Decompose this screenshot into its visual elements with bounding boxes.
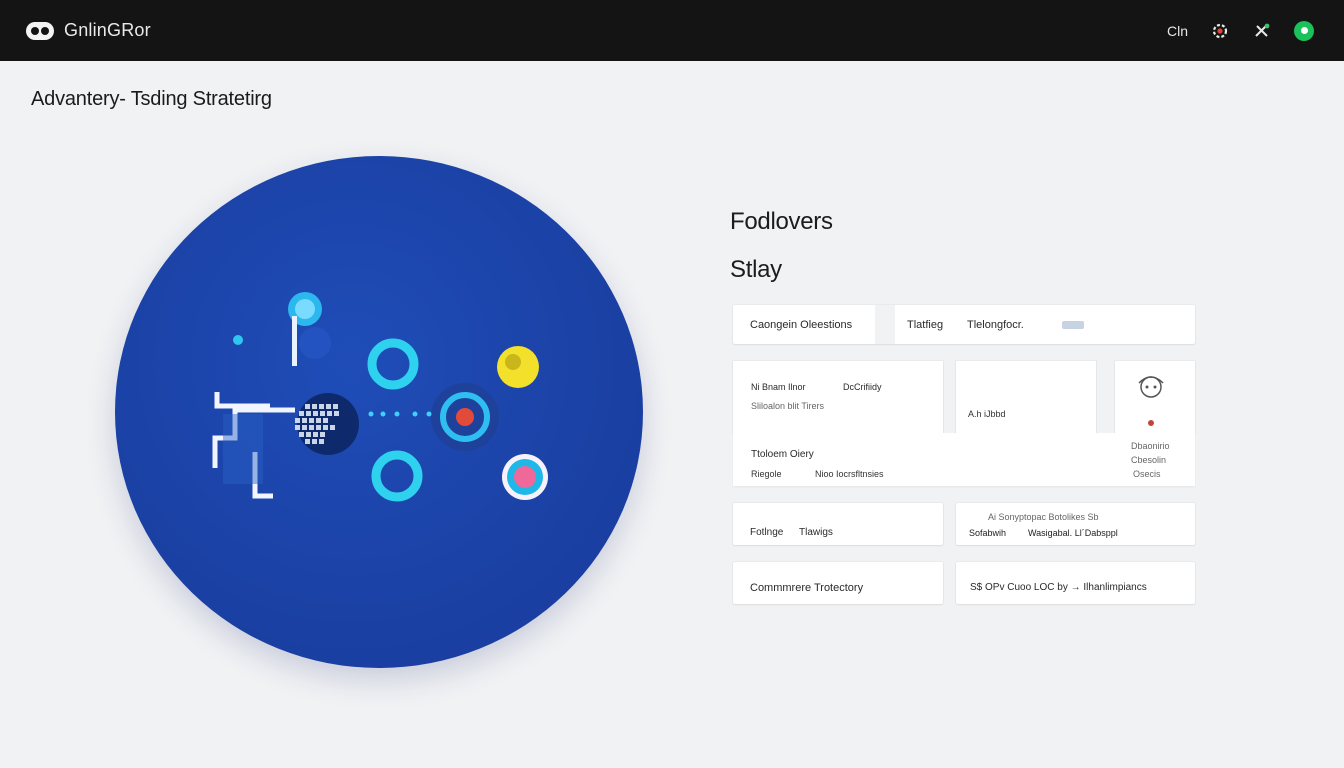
tab-badge xyxy=(1062,321,1084,329)
avatar-line3: Osecis xyxy=(1133,469,1161,479)
row-card-2-right: Wasigabal. Ll´Dabsppl xyxy=(1028,528,1118,538)
row-card-1-left: Fotlnge xyxy=(750,527,784,538)
status-dot-icon[interactable] xyxy=(1294,20,1314,41)
row-card-2-top: Ai Sonyptopac Botolikes Sb xyxy=(988,512,1099,522)
tab-right-a[interactable]: Tlatfieg xyxy=(907,319,944,331)
tab-strip: Caongein Oleestions Tlatfieg Tlelongfocr… xyxy=(733,305,1195,344)
bottom-card-2[interactable]: S$ OPv Cuoo LOC by → Ilhanlimpiancs xyxy=(956,562,1195,604)
tab-left[interactable]: Caongein Oleestions xyxy=(750,319,853,331)
tools-icon[interactable] xyxy=(1252,21,1272,41)
info-card-group: Ni Bnam Ilnor DcCrifiidy Sliloalon blit … xyxy=(733,361,1195,486)
network-graphic xyxy=(212,292,548,502)
top-actions: Cln xyxy=(1166,20,1318,41)
info-panel[interactable]: Ni Bnam Ilnor DcCrifiidy Sliloalon blit … xyxy=(733,361,943,433)
brand[interactable]: GnlinGRor xyxy=(26,20,151,41)
mid-panel[interactable]: A.h iJbbd xyxy=(956,361,1096,433)
bottom-card-1-text: Commmrere Trotectory xyxy=(750,582,864,594)
info-row3: Ttoloem Oiery xyxy=(751,449,814,460)
info-row1-a: Ni Bnam Ilnor xyxy=(751,382,806,392)
avatar-panel[interactable] xyxy=(1115,361,1195,433)
info-row4-b: Nioo Iocrsfltnsies xyxy=(815,469,884,479)
row-card-1-right: Tlawigs xyxy=(799,527,833,538)
info-row4-a: Riegole xyxy=(751,469,782,479)
row-card-2-left: Sofabwih xyxy=(969,528,1007,538)
info-panel-lower: Ttoloem Oiery Riegole Nioo Iocrsfltnsies… xyxy=(733,433,1195,486)
mid-panel-value: A.h iJbbd xyxy=(968,409,1006,419)
avatar-line1: Dbaonirio xyxy=(1131,441,1170,451)
info-row2: Sliloalon blit Tirers xyxy=(751,401,825,411)
avatar-icon xyxy=(1138,376,1164,426)
avatar-line2: Cbesolin xyxy=(1131,455,1167,465)
row-card-1[interactable]: Fotlnge Tlawigs xyxy=(733,503,943,545)
brand-name: GnlinGRor xyxy=(64,20,151,40)
gear-icon[interactable] xyxy=(1210,21,1230,41)
page-title: Advantery- Tsding Stratetirg xyxy=(31,88,272,110)
bottom-card-1[interactable]: Commmrere Trotectory xyxy=(733,562,943,604)
info-row1-b: DcCrifiidy xyxy=(843,382,882,392)
followers-heading: Fodlovers xyxy=(730,208,833,235)
row-card-2[interactable]: Ai Sonyptopac Botolikes Sb Sofabwih Wasi… xyxy=(956,503,1195,545)
tab-divider xyxy=(875,305,895,344)
top-action-text[interactable]: Cln xyxy=(1166,22,1188,39)
hero-illustration xyxy=(115,156,643,668)
brand-logo-icon xyxy=(26,21,54,40)
top-bar: GnlinGRor Cln xyxy=(0,0,1344,61)
bottom-card-2-text: S$ OPv Cuoo LOC by → Ilhanlimpiancs xyxy=(970,582,1147,593)
stay-heading: Stlay xyxy=(730,256,782,283)
tab-right-b[interactable]: Tlelongfocr. xyxy=(967,319,1024,331)
